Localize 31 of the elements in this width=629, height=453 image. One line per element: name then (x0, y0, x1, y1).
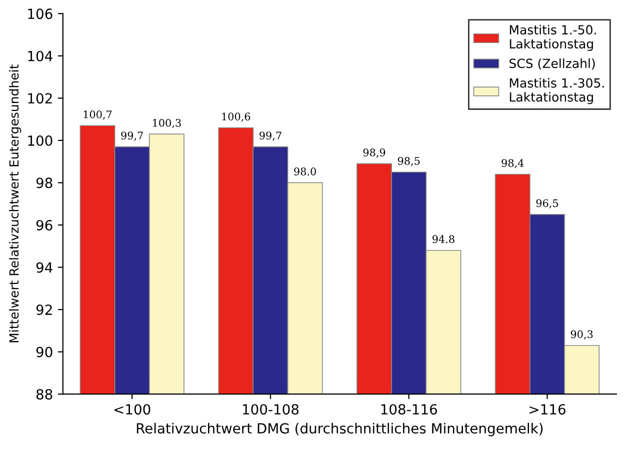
data-label: 100,7 (84, 110, 112, 120)
x-axis-title: Relativzuchtwert DMG (durchschnittliches Minutengemelk) (136, 422, 543, 436)
data-label: 100,3 (153, 118, 181, 128)
y-tick-label: 100 (28, 135, 52, 146)
y-tick-label: 88 (36, 389, 52, 400)
y-tick-label: 104 (28, 50, 52, 62)
x-tick-label: >116 (530, 404, 566, 415)
x-tick-label: 100-108 (242, 404, 299, 415)
data-label: 96,5 (536, 199, 558, 208)
data-label: 98,5 (398, 156, 420, 166)
x-tick-label: <100 (114, 404, 150, 415)
data-label: 94.8 (432, 235, 454, 244)
y-tick-label: 98 (36, 178, 52, 188)
legend-label: SCS (Zellzahl) (510, 58, 595, 70)
y-tick-label: 94 (36, 262, 52, 273)
data-label: 90,3 (570, 330, 593, 340)
data-label: 98,9 (363, 148, 386, 158)
y-tick-label: 96 (36, 220, 52, 230)
y-tick-label: 102 (28, 93, 52, 104)
y-tick-label: 106 (28, 8, 52, 20)
data-label: 99,7 (260, 132, 282, 141)
data-label: 98,4 (502, 159, 524, 168)
x-tick-label: 108-116 (381, 404, 437, 415)
data-label: 98.0 (294, 168, 316, 176)
y-tick-label: 92 (36, 304, 52, 316)
data-label: 99,7 (121, 132, 143, 141)
legend-label: Mastitis 1.-50. Laktationstag (510, 24, 596, 51)
y-axis-title: Mittelwert Relativzuchtwert Eutergesundheit (9, 64, 22, 342)
legend-label: Mastitis 1.-305. Laktationstag (510, 78, 604, 104)
data-label: 100,6 (222, 112, 250, 122)
y-tick-label: 90 (36, 346, 52, 358)
